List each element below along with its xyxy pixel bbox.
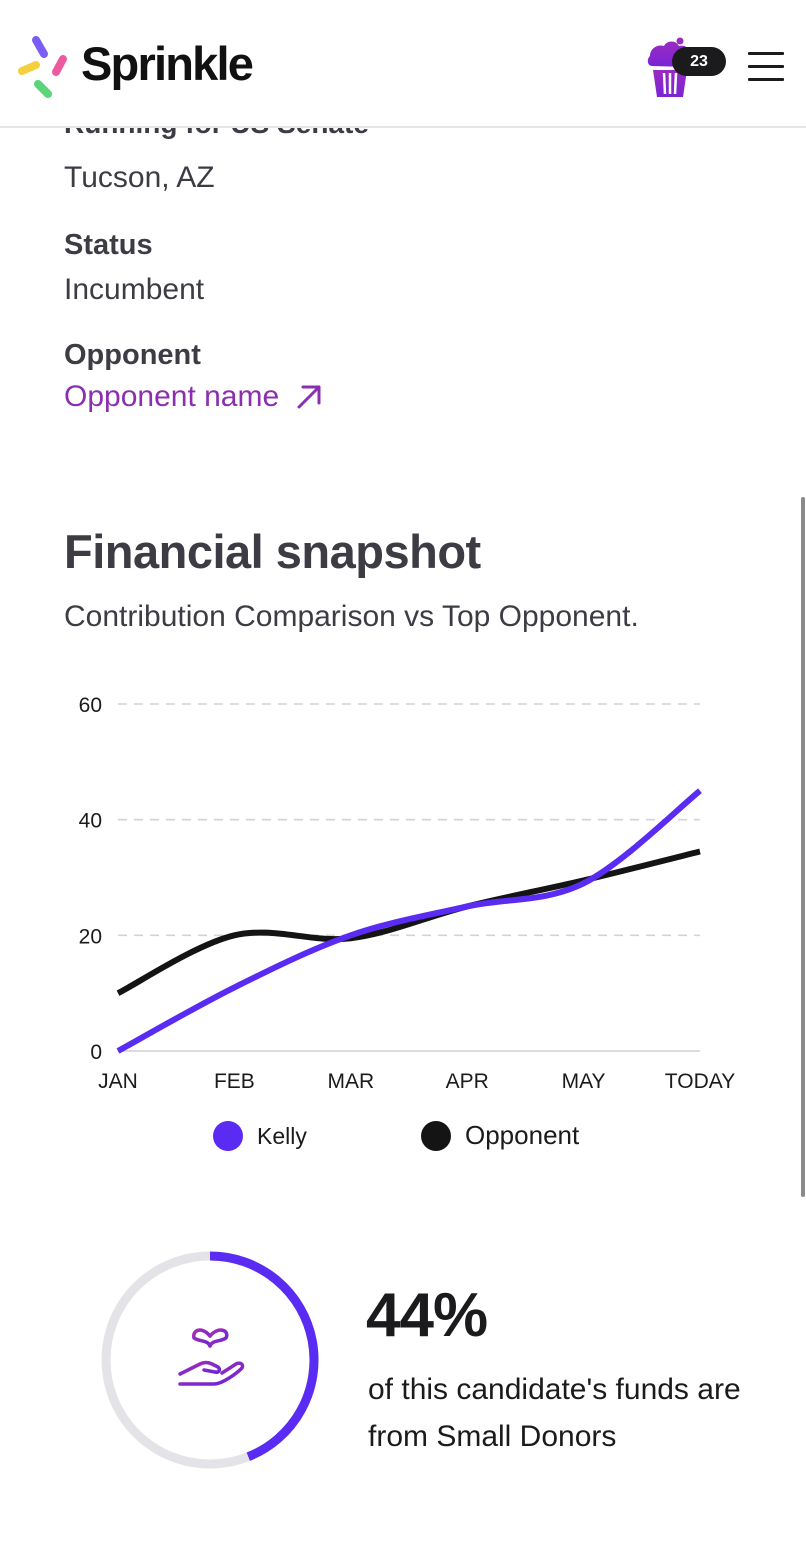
contribution-line-chart: 0 20 40 60 JAN FEB MAR APR MAY TODAY Kelly Opponent — [79, 694, 735, 1151]
opponent-name-text: Opponent name — [64, 380, 280, 413]
top-header: Sprinkle 23 — [0, 0, 806, 128]
series-line-kelly — [116, 788, 702, 1054]
plant-hand-icon — [176, 1328, 245, 1388]
y-tick-label: 60 — [79, 694, 102, 717]
y-tick-label: 0 — [90, 1041, 102, 1064]
small-donor-ring-chart — [101, 1251, 319, 1469]
y-tick-label: 40 — [79, 810, 102, 833]
legend-marker-kelly — [213, 1121, 243, 1151]
x-tick-label: JAN — [98, 1070, 138, 1093]
sprinkle-logo-icon[interactable] — [16, 34, 72, 100]
opponent-name-link[interactable]: Opponent name — [64, 380, 323, 414]
status-label: Status — [64, 229, 153, 261]
arrow-up-right-icon — [297, 385, 321, 409]
hamburger-menu-icon[interactable] — [748, 50, 784, 82]
small-donor-description: of this candidate's funds are from Small… — [368, 1373, 741, 1453]
x-tick-label: FEB — [214, 1070, 255, 1093]
x-tick-label: MAY — [562, 1070, 606, 1093]
brand-name[interactable]: Sprinkle — [81, 37, 254, 90]
small-donor-percent: 44% — [366, 1281, 488, 1350]
financial-snapshot-subtitle: Contribution Comparison vs Top Opponent. — [64, 600, 639, 633]
series-line-opponent — [116, 848, 701, 996]
x-tick-label: MAR — [327, 1070, 374, 1093]
status-value: Incumbent — [64, 273, 205, 306]
cart-count-badge: 23 — [672, 47, 726, 76]
opponent-label: Opponent — [64, 339, 201, 371]
page-scrollbar[interactable] — [801, 497, 805, 1197]
legend-marker-opponent — [421, 1121, 451, 1151]
legend-label-kelly: Kelly — [257, 1123, 307, 1149]
location-value: Tucson, AZ — [64, 161, 215, 194]
y-tick-label: 20 — [79, 925, 102, 948]
financial-snapshot-title: Financial snapshot — [64, 525, 481, 578]
x-tick-label: TODAY — [665, 1070, 735, 1093]
ring-progress-arc — [209, 1251, 319, 1461]
x-tick-label: APR — [446, 1070, 489, 1093]
legend-label-opponent: Opponent — [465, 1120, 580, 1150]
